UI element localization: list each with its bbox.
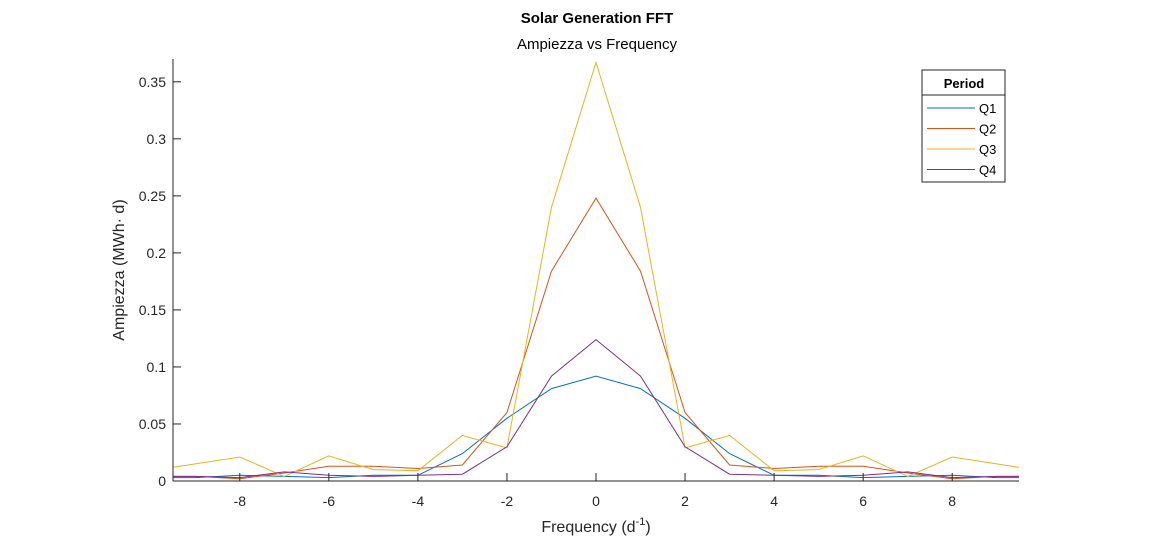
- y-tick-label: 0: [158, 473, 166, 489]
- legend-title: Period: [944, 76, 985, 91]
- x-axis-label-main: Frequency (d: [541, 519, 635, 536]
- legend-items: Q1 Q2 Q3 Q4: [927, 101, 996, 178]
- x-axis-label-sup: -1: [636, 516, 646, 528]
- legend-label-q1: Q1: [979, 101, 996, 116]
- y-tick-label: 0.05: [139, 416, 166, 432]
- y-tick-label: 0.3: [147, 131, 167, 147]
- x-axis-label: Frequency (d-1): [541, 516, 650, 536]
- x-tick-label: -6: [323, 493, 336, 509]
- y-tick-label: 0.15: [139, 302, 166, 318]
- legend-box: [921, 69, 1006, 183]
- x-tick-label: -8: [234, 493, 247, 509]
- chart-title: Solar Generation FFT: [521, 10, 674, 27]
- legend-label-q3: Q3: [979, 142, 996, 157]
- plot-area: [173, 59, 1019, 481]
- y-tick-label: 0.1: [147, 359, 167, 375]
- y-ticks: 0 0.05 0.1 0.15 0.2 0.25 0.3 0.35: [139, 74, 181, 489]
- x-tick-label: 4: [770, 493, 778, 509]
- legend: Period Q1 Q2 Q3 Q4: [921, 69, 1006, 183]
- x-tick-label: 2: [681, 493, 689, 509]
- y-tick-label: 0.35: [139, 74, 166, 90]
- series-line-q2: [173, 197, 1019, 480]
- legend-label-q4: Q4: [979, 163, 996, 178]
- x-tick-label: -4: [412, 493, 425, 509]
- y-tick-label: 0.25: [139, 188, 166, 204]
- y-tick-label: 0.2: [147, 245, 167, 261]
- x-tick-label: 6: [859, 493, 867, 509]
- x-tick-label: 0: [592, 493, 600, 509]
- y-axis-label: Ampiezza (MWh· d): [111, 199, 128, 340]
- series-lines: [172, 60, 1020, 480]
- x-ticks: -8 -6 -4 -2 0 2 4 6 8: [234, 473, 956, 509]
- chart-subtitle: Ampiezza vs Frequency: [517, 36, 678, 53]
- series-line-q1: [173, 375, 1019, 479]
- series-line-q3: [172, 60, 1020, 477]
- series-line-q4: [173, 338, 1019, 479]
- legend-label-q2: Q2: [979, 122, 996, 137]
- x-tick-label: -2: [501, 493, 514, 509]
- x-axis-label-close: ): [645, 519, 650, 536]
- x-tick-label: 8: [948, 493, 956, 509]
